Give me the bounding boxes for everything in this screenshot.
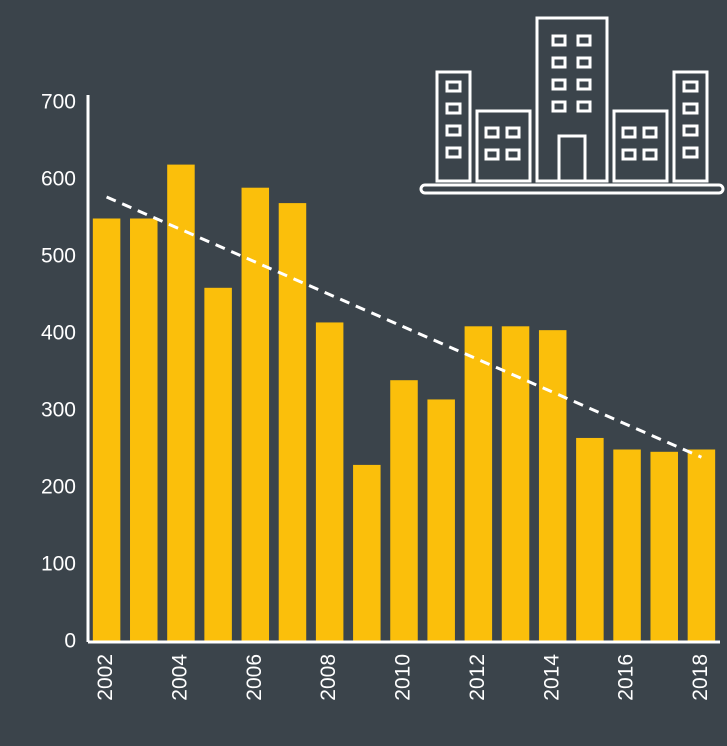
- bar: [576, 437, 604, 642]
- x-tick-label: 2010: [392, 654, 415, 701]
- x-tick-label: 2012: [466, 654, 489, 701]
- bar: [278, 203, 307, 642]
- bar: [427, 399, 455, 642]
- x-tick-label: 2018: [689, 654, 712, 701]
- y-tick-label: 200: [41, 476, 76, 499]
- y-tick-label: 100: [41, 553, 76, 576]
- bar: [464, 326, 493, 642]
- y-tick-label: 300: [41, 399, 76, 422]
- bar: [501, 326, 530, 642]
- y-tick-label: 0: [64, 630, 76, 653]
- bar: [390, 380, 418, 642]
- trend-line: [105, 195, 703, 459]
- bar: [167, 164, 195, 642]
- bar: [315, 322, 344, 642]
- x-tick-label: 2008: [317, 654, 340, 701]
- building-icon: [419, 16, 725, 195]
- bar: [130, 218, 158, 642]
- bar: [204, 287, 232, 642]
- x-tick-label: 2004: [168, 654, 191, 701]
- bar: [241, 187, 270, 642]
- y-tick-label: 700: [41, 91, 76, 114]
- bar: [613, 449, 641, 642]
- x-tick-label: 2014: [540, 654, 563, 701]
- bar: [650, 451, 678, 642]
- x-tick-label: 2002: [94, 654, 117, 701]
- x-tick-label: 2006: [243, 654, 266, 701]
- y-tick-label: 400: [41, 322, 76, 345]
- y-tick-label: 500: [41, 245, 76, 268]
- y-tick-label: 600: [41, 168, 76, 191]
- x-tick-label: 2016: [615, 654, 638, 701]
- bar: [538, 330, 567, 642]
- bar: [92, 218, 121, 642]
- bar: [687, 449, 716, 642]
- bar: [353, 464, 381, 642]
